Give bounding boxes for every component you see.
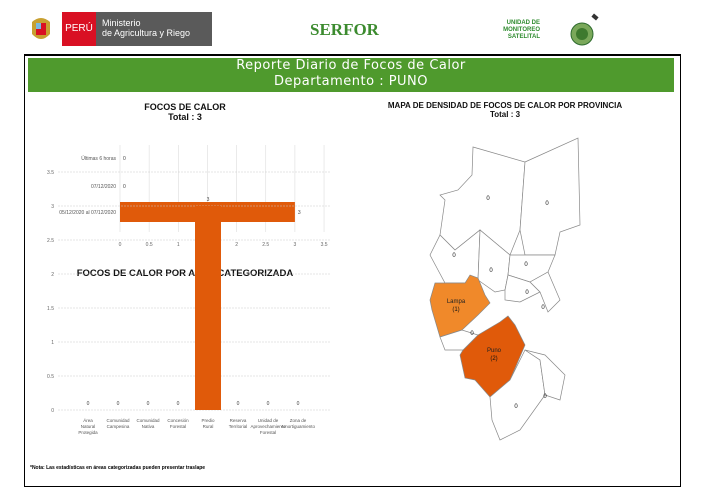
category-label: Concesión — [167, 418, 189, 423]
category-label: Predio — [201, 418, 215, 423]
y-tick-label: 0 — [51, 408, 54, 414]
province-region-12 — [524, 349, 566, 401]
data-label: 0 — [297, 401, 300, 407]
data-label: 0 — [87, 401, 90, 407]
ministry-line2: de Agricultura y Riego — [102, 28, 191, 38]
province-count: 0 — [545, 201, 549, 207]
report-banner: Reporte Diario de Focos de Calor Departa… — [28, 58, 674, 92]
category-label: Territorial — [229, 424, 248, 429]
x-tick-label: 3.5 — [321, 242, 328, 248]
category-label: Amortiguamiento — [281, 424, 316, 429]
province-count: 0 — [486, 196, 490, 202]
province-count: 0 — [524, 262, 528, 268]
data-label: 0 — [267, 401, 270, 407]
data-label: 0 — [237, 401, 240, 407]
bar — [195, 206, 221, 410]
data-label: 3 — [207, 197, 210, 203]
province-region-10 — [439, 329, 479, 351]
category-label: Últimas 6 horas — [81, 155, 116, 162]
data-label: 0 — [123, 156, 126, 162]
province-count: (2) — [490, 356, 497, 362]
chart1-title: FOCOS DE CALOR Total : 3 — [144, 102, 226, 122]
data-label: 0 — [177, 401, 180, 407]
category-label: Comunidad — [106, 418, 130, 423]
monitoring-unit-logo: UNIDAD DE MONITOREO SATELITAL — [503, 20, 540, 40]
peru-logo: PERÚ — [62, 12, 96, 46]
category-label: Área — [83, 417, 93, 423]
category-label: Reserva — [230, 418, 247, 423]
province-count: 0 — [525, 290, 529, 296]
peru-coat-of-arms-logo — [28, 14, 54, 44]
data-label: 0 — [147, 401, 150, 407]
province-count: 0 — [452, 253, 456, 259]
province-count: 0 — [543, 394, 547, 400]
category-label: Forestal — [170, 424, 186, 429]
province-puno — [459, 315, 526, 398]
category-label: Forestal — [260, 430, 276, 435]
province-count: (1) — [452, 307, 459, 313]
chart2-note: *Nota: Las estadísticas en áreas categor… — [30, 465, 206, 471]
y-tick-label: 3.5 — [47, 170, 54, 176]
satellite-globe-icon — [568, 12, 604, 52]
province-region-2 — [519, 137, 581, 256]
chart2-title: FOCOS DE CALOR POR AREA CATEGORIZADA — [76, 268, 294, 279]
x-tick-label: 0.5 — [146, 242, 153, 248]
y-tick-label: 2.5 — [47, 238, 54, 244]
x-tick-label: 1 — [177, 242, 180, 248]
y-tick-label: 3 — [51, 204, 54, 210]
category-label: 07/12/2020 — [91, 184, 116, 190]
report-frame — [24, 54, 681, 487]
x-tick-label: 2 — [235, 242, 238, 248]
category-label: 05/12/2020 al 07/12/2020 — [59, 210, 116, 216]
x-tick-label: 3 — [294, 242, 297, 248]
x-tick-label: 2.5 — [262, 242, 269, 248]
category-label: Nativa — [142, 424, 155, 429]
category-label: Aprovechamiento — [250, 424, 286, 429]
x-tick-label: 0 — [119, 242, 122, 248]
province-name: Puno — [487, 348, 502, 354]
province-count: 0 — [514, 404, 518, 410]
category-label: Comunidad — [136, 418, 160, 423]
y-tick-label: 1 — [51, 340, 54, 346]
data-label: 0 — [117, 401, 120, 407]
province-lampa — [429, 274, 491, 338]
province-count: 0 — [470, 331, 474, 337]
serfor-logo: SERFOR — [310, 20, 379, 39]
category-label: Rural — [203, 424, 214, 429]
category-label: Campesina — [107, 424, 130, 429]
category-label: Zona de — [290, 418, 307, 423]
category-label: Natural — [81, 424, 96, 429]
data-label: 0 — [123, 184, 126, 190]
province-count: 0 — [541, 305, 545, 311]
report-title: Reporte Diario de Focos de Calor — [236, 58, 466, 73]
category-label: Unidad de — [258, 418, 279, 423]
department-title: Departamento : PUNO — [273, 74, 429, 89]
y-tick-label: 1.5 — [47, 306, 54, 312]
y-tick-label: 2 — [51, 272, 54, 278]
y-tick-label: 0.5 — [47, 374, 54, 380]
province-count: 0 — [489, 268, 493, 274]
category-label: Protegida — [78, 430, 98, 435]
province-region-7 — [529, 271, 561, 313]
province-name: Lampa — [447, 299, 466, 305]
ministry-line1: Ministerio — [102, 18, 141, 28]
data-label: 3 — [298, 210, 301, 216]
map-title: MAPA DE DENSIDAD DE FOCOS DE CALOR POR P… — [387, 101, 623, 119]
ministry-logo: Ministerio de Agricultura y Riego — [96, 12, 212, 46]
